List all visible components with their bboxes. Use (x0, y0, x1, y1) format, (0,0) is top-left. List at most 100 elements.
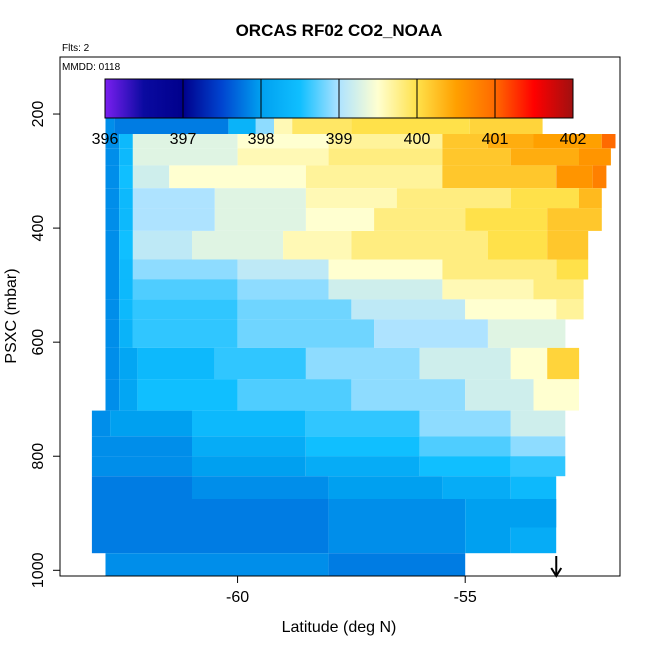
heatmap-cell (556, 299, 584, 320)
heatmap-cell (214, 208, 306, 231)
heatmap-cell (328, 259, 443, 280)
heatmap-cell (105, 347, 120, 380)
heatmap-cell (192, 410, 306, 437)
heatmap-cell (488, 319, 566, 348)
heatmap-cell (351, 379, 466, 411)
colorbar-tick-label: 400 (404, 131, 431, 148)
heatmap-cell (192, 476, 329, 499)
colorbar-tick-label: 399 (326, 131, 353, 148)
flights-label: Flts: 2 (62, 43, 90, 54)
y-tick-label: 200 (30, 101, 47, 128)
heatmap-cell (192, 553, 329, 576)
y-axis-label: PSXC (mbar) (3, 268, 20, 363)
heatmap-cell (192, 527, 329, 554)
x-tick-label: -60 (226, 589, 249, 606)
heatmap-cell (510, 476, 557, 499)
y-tick-label: 600 (30, 329, 47, 356)
heatmap-cell (328, 527, 466, 554)
heatmap-cell (132, 259, 238, 280)
heatmap-cell (556, 165, 593, 189)
heatmap-cell (442, 259, 557, 280)
heatmap-cell (237, 134, 329, 149)
heatmap-cell (105, 134, 120, 149)
heatmap-cell (105, 553, 192, 576)
heatmap-cell (419, 436, 511, 457)
heatmap-cell (119, 279, 133, 300)
heatmap-cell (351, 299, 466, 320)
heatmap-cell (105, 112, 115, 134)
heatmap-cell (91, 456, 193, 477)
heatmap-cell (119, 165, 133, 189)
heatmap-cell (305, 410, 420, 437)
colorbar: 396 397 398 399 400 401 402 (92, 78, 586, 148)
heatmap-cell (510, 456, 566, 477)
heatmap-cell (119, 299, 133, 320)
heatmap-cell (137, 347, 215, 380)
heatmap-cell (465, 527, 511, 554)
chart-title: ORCAS RF02 CO2_NOAA (236, 21, 443, 40)
heatmap-cell (119, 347, 138, 380)
heatmap-cell (510, 148, 579, 166)
heatmap-cell (533, 279, 584, 300)
heatmap-cell (579, 148, 611, 166)
heatmap-cell (169, 165, 306, 189)
heatmap-cell (105, 299, 120, 320)
heatmap-cell (547, 208, 602, 231)
heatmap-cell (105, 279, 120, 300)
heatmap-cell (192, 436, 306, 457)
heatmap-cell (419, 410, 511, 437)
heatmap-cell (328, 499, 466, 528)
heatmap-cell (374, 208, 466, 231)
heatmap-cell (137, 379, 238, 411)
heatmap-cell (132, 319, 238, 348)
heatmap-cell (510, 436, 566, 457)
heatmap-cell (465, 299, 557, 320)
heatmap-cell (374, 319, 488, 348)
heatmap-cell (601, 134, 616, 149)
heatmap-cell (579, 188, 602, 209)
heatmap-cell (305, 165, 443, 189)
heatmap-cell (132, 188, 215, 209)
heatmap-cell (305, 208, 375, 231)
y-tick-label: 400 (30, 215, 47, 242)
heatmap-cell (119, 379, 138, 411)
heatmap-cell (192, 456, 306, 477)
date-label: MMDD: 0118 (62, 62, 121, 73)
heatmap-cell (91, 410, 111, 437)
heatmap-cell (237, 319, 375, 348)
heatmap-cell (488, 134, 534, 149)
heatmap-cell (396, 188, 511, 209)
heatmap-cell (419, 456, 511, 477)
heatmap-cell (442, 476, 511, 499)
heatmap-cell (132, 165, 170, 189)
heatmap-cell (237, 279, 329, 300)
heatmap-cell (214, 347, 306, 380)
plot-frame (59, 56, 621, 577)
heatmap-cell (419, 347, 511, 380)
heatmap-cell (105, 165, 120, 189)
heatmap-cell (132, 299, 238, 320)
heatmap-cell (283, 231, 352, 260)
heatmap-cell (305, 436, 420, 457)
heatmap-cell (214, 188, 306, 209)
heatmap-cell (105, 148, 120, 166)
heatmap-cell (328, 553, 466, 576)
heatmap-cell (105, 259, 120, 280)
colorbar-tick-label: 398 (248, 131, 275, 148)
heatmap-cell (119, 134, 133, 149)
heatmap-cell (465, 379, 534, 411)
heatmap-cell (328, 148, 443, 166)
heatmap-cell (488, 231, 548, 260)
heatmap-cell (132, 231, 192, 260)
arrow-head (550, 567, 563, 578)
heatmap-cell (510, 410, 566, 437)
heatmap-cell (237, 259, 329, 280)
plot-area (91, 101, 616, 576)
heatmap-cell (510, 188, 579, 209)
colorbar-tick-label: 397 (170, 131, 197, 148)
heatmap-cell (105, 379, 120, 411)
heatmap-cell (237, 379, 352, 411)
x-axis-label: Latitude (deg N) (282, 619, 397, 636)
heatmap-cell (105, 188, 120, 209)
